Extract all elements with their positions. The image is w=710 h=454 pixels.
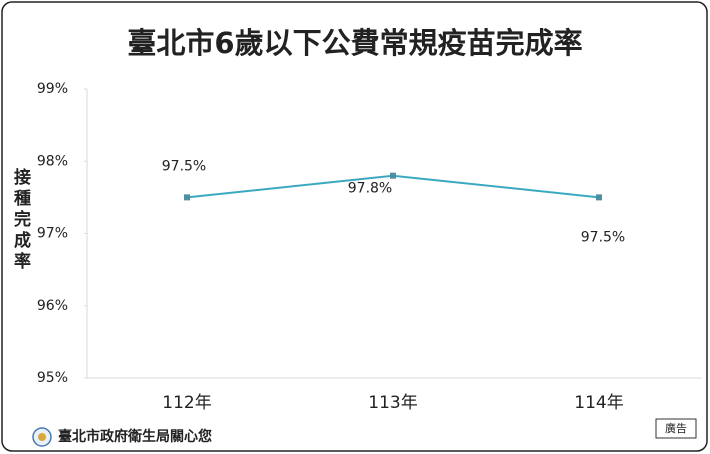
data-label: 97.5% bbox=[581, 229, 625, 245]
y-tick-label: 99% bbox=[37, 81, 68, 97]
x-tick-label: 114年 bbox=[574, 393, 623, 413]
y-tick-label: 96% bbox=[37, 298, 68, 314]
logo-center bbox=[38, 433, 46, 441]
footer-text: 臺北市政府衛生局關心您 bbox=[58, 428, 212, 445]
data-label: 97.5% bbox=[162, 158, 206, 174]
data-point bbox=[390, 172, 396, 179]
data-label: 97.8% bbox=[348, 181, 392, 197]
y-tick-label: 97% bbox=[37, 226, 68, 242]
y-axis-title: 接種完成率 bbox=[10, 167, 31, 273]
data-point bbox=[596, 194, 602, 201]
ad-label: 廣告 bbox=[665, 421, 687, 435]
chart-title: 臺北市6歲以下公費常規疫苗完成率 bbox=[127, 26, 582, 60]
ad-box bbox=[655, 418, 697, 439]
x-tick-label: 112年 bbox=[162, 393, 211, 413]
data-point bbox=[184, 194, 190, 201]
y-tick-label: 95% bbox=[37, 370, 68, 386]
x-tick-label: 113年 bbox=[368, 393, 417, 413]
y-tick-label: 98% bbox=[37, 153, 68, 169]
